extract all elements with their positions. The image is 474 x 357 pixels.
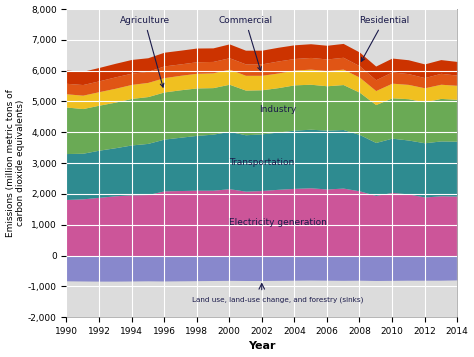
Text: Transportation: Transportation <box>229 158 294 167</box>
Text: Commercial: Commercial <box>219 16 273 71</box>
X-axis label: Year: Year <box>248 341 275 351</box>
Y-axis label: Emissions (million metric tons of
carbon dioxide equivalents): Emissions (million metric tons of carbon… <box>6 89 25 237</box>
Text: Agriculture: Agriculture <box>119 16 170 87</box>
Text: Land use, land-use change, and forestry (sinks): Land use, land-use change, and forestry … <box>192 296 364 302</box>
Text: Residential: Residential <box>359 16 409 61</box>
Text: Industry: Industry <box>259 105 297 114</box>
Text: Electricity generation: Electricity generation <box>229 218 327 227</box>
